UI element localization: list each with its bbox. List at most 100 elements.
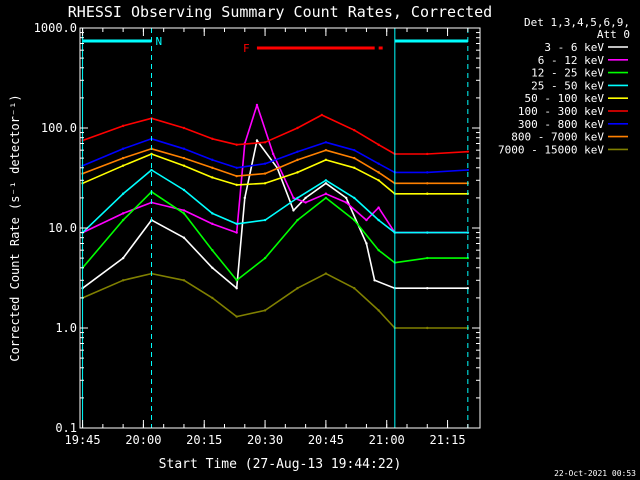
data-point bbox=[235, 315, 238, 318]
data-point bbox=[353, 166, 356, 169]
data-point bbox=[211, 137, 214, 140]
data-point bbox=[466, 150, 470, 153]
legend-label: 50 - 100 keV bbox=[525, 92, 605, 105]
data-point bbox=[121, 147, 125, 150]
x-tick-label: 19:45 bbox=[65, 433, 101, 447]
x-axis-label: Start Time (27-Aug-13 19:44:22) bbox=[159, 457, 402, 472]
series-line bbox=[82, 138, 468, 174]
data-point bbox=[296, 287, 299, 290]
data-point bbox=[182, 156, 186, 160]
data-point bbox=[324, 182, 328, 185]
data-point bbox=[235, 279, 238, 282]
y-tick-label: 10.0 bbox=[48, 221, 77, 235]
data-point bbox=[353, 148, 356, 152]
data-point bbox=[426, 192, 429, 195]
legend-label: 100 - 300 keV bbox=[518, 105, 604, 118]
data-point bbox=[365, 218, 368, 222]
data-point bbox=[353, 156, 356, 160]
x-tick-label: 21:15 bbox=[429, 433, 465, 447]
data-point bbox=[324, 272, 328, 275]
data-point bbox=[377, 218, 380, 222]
legend-label: 12 - 25 keV bbox=[531, 67, 604, 80]
data-point bbox=[211, 222, 214, 226]
data-point bbox=[211, 266, 214, 269]
data-point bbox=[466, 168, 470, 172]
x-tick-label: 20:30 bbox=[247, 433, 283, 447]
data-point bbox=[353, 287, 356, 290]
data-point bbox=[263, 182, 267, 185]
data-point bbox=[344, 196, 348, 200]
x-axis-ticks: 19:45 20:00 20:15 20:30 20:45 21:00 21:15 bbox=[65, 28, 469, 447]
x-tick-label: 20:45 bbox=[308, 433, 344, 447]
data-point bbox=[296, 150, 299, 153]
data-point bbox=[263, 256, 267, 260]
data-point bbox=[324, 158, 328, 162]
data-point bbox=[211, 248, 214, 252]
series-line bbox=[82, 272, 468, 329]
data-point bbox=[182, 279, 186, 282]
data-point bbox=[211, 176, 214, 179]
data-point bbox=[121, 124, 125, 128]
data-point bbox=[426, 256, 429, 260]
data-point bbox=[211, 212, 214, 215]
data-point bbox=[304, 196, 307, 200]
data-point bbox=[426, 287, 429, 290]
data-point bbox=[263, 309, 267, 312]
data-point bbox=[377, 179, 380, 182]
data-point bbox=[466, 256, 470, 260]
data-point bbox=[121, 192, 125, 195]
data-point bbox=[121, 156, 125, 160]
data-point bbox=[121, 164, 125, 167]
data-point bbox=[377, 206, 380, 209]
legend-header: Att 0 bbox=[597, 28, 630, 41]
y-tick-label: 0.1 bbox=[55, 421, 77, 435]
data-point bbox=[235, 183, 238, 187]
data-point bbox=[377, 309, 380, 312]
data-point bbox=[182, 236, 186, 239]
data-point bbox=[426, 326, 429, 330]
data-point bbox=[324, 196, 328, 200]
series-layer bbox=[81, 103, 470, 330]
legend-header: Det 1,3,4,5,6,9, bbox=[524, 16, 630, 29]
data-point bbox=[324, 148, 328, 152]
series-line bbox=[82, 153, 468, 195]
y-axis-ticks: 0.1 1.0 10.0 100.0 1000.0 bbox=[34, 21, 480, 435]
data-point bbox=[211, 166, 214, 169]
data-point bbox=[353, 129, 356, 132]
data-point bbox=[466, 231, 470, 234]
data-point bbox=[263, 141, 267, 144]
data-point bbox=[466, 287, 470, 290]
data-point bbox=[235, 143, 238, 146]
data-point bbox=[121, 212, 125, 215]
series-line bbox=[82, 148, 468, 185]
data-point bbox=[296, 171, 299, 174]
legend-label: 6 - 12 keV bbox=[538, 54, 605, 67]
series-line bbox=[82, 169, 468, 234]
data-point bbox=[377, 171, 380, 174]
data-point bbox=[377, 162, 380, 165]
y-tick-label: 1.0 bbox=[55, 321, 77, 335]
data-point bbox=[255, 139, 259, 142]
series-line bbox=[81, 191, 468, 282]
data-point bbox=[324, 141, 328, 144]
x-tick-label: 21:00 bbox=[369, 433, 405, 447]
chart-title: RHESSI Observing Summary Count Rates, Co… bbox=[68, 3, 492, 21]
night-label: N bbox=[156, 35, 163, 48]
data-point bbox=[292, 209, 295, 212]
data-point bbox=[365, 242, 368, 245]
data-point bbox=[211, 296, 214, 300]
data-point bbox=[255, 103, 259, 107]
y-tick-label: 100.0 bbox=[41, 121, 77, 135]
data-point bbox=[182, 188, 186, 192]
data-point bbox=[304, 201, 307, 204]
data-point bbox=[377, 143, 380, 146]
data-point bbox=[344, 201, 348, 204]
legend-label: 300 - 800 keV bbox=[518, 118, 604, 131]
data-point bbox=[182, 209, 186, 212]
data-point bbox=[182, 164, 186, 167]
legend-label: 3 - 6 keV bbox=[544, 41, 604, 54]
footer-date: 22-Oct-2021 00:53 bbox=[554, 469, 636, 478]
data-point bbox=[211, 158, 214, 162]
